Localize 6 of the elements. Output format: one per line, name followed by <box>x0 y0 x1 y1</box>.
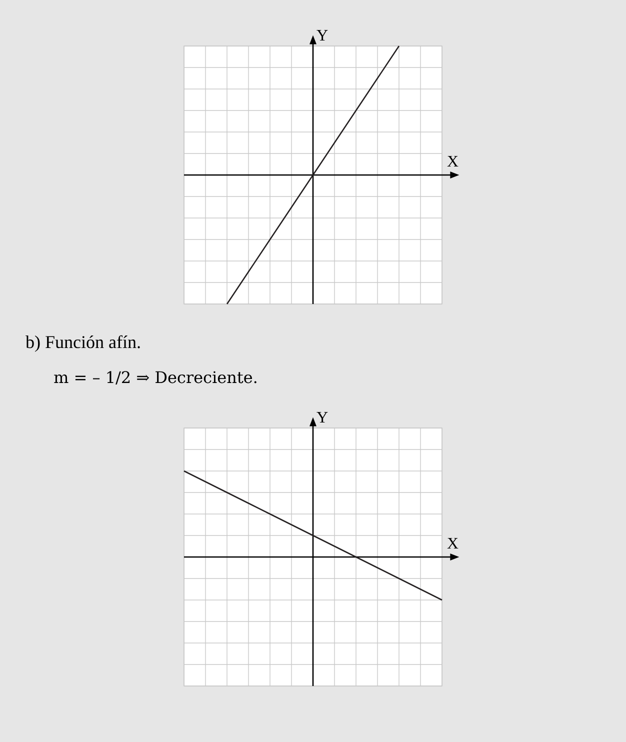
y-axis-title: Y <box>316 412 328 422</box>
chart-title: b) Función afín. <box>26 335 140 352</box>
x-axis-title: X <box>447 538 458 548</box>
x-axis-title: X <box>447 156 458 166</box>
y-axis-title: Y <box>316 30 328 40</box>
chart-subtitle: m = – 1/2 ⇒ Decreciente. <box>54 371 256 384</box>
